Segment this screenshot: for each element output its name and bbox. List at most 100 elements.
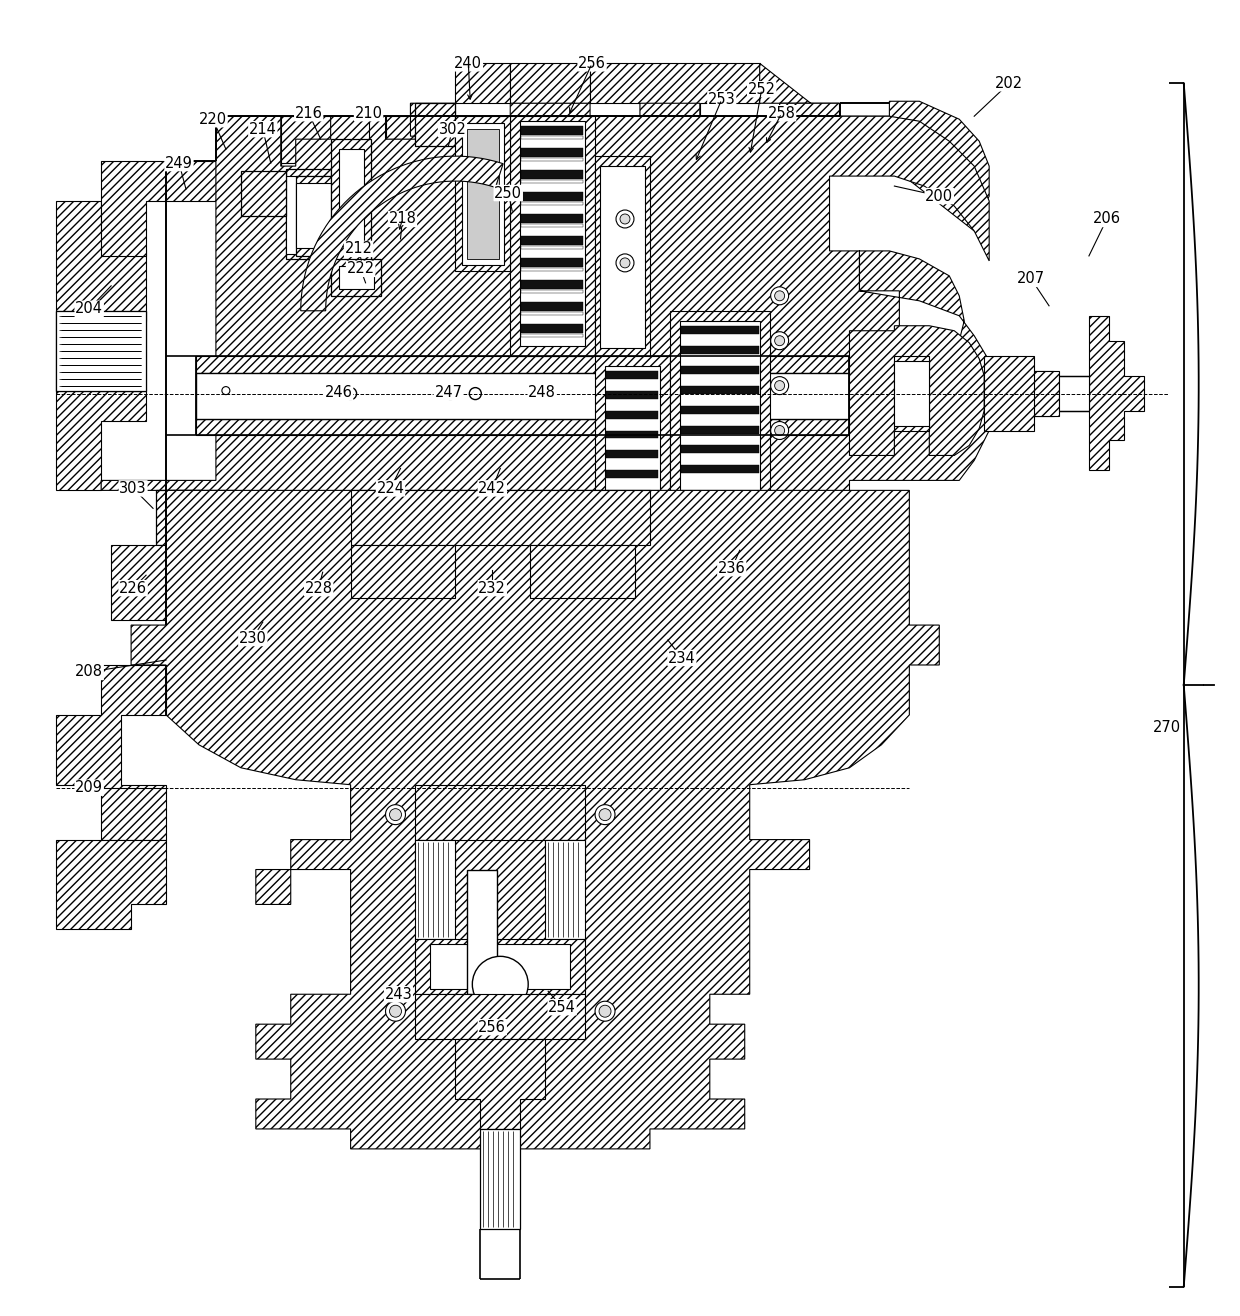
Bar: [521, 192, 583, 201]
Bar: [606, 391, 658, 399]
Text: 234: 234: [668, 650, 696, 666]
Polygon shape: [102, 159, 280, 255]
Bar: [521, 301, 583, 311]
Text: 204: 204: [76, 301, 103, 316]
Circle shape: [298, 561, 317, 580]
Bar: [521, 258, 583, 267]
Polygon shape: [546, 840, 585, 870]
Polygon shape: [415, 940, 585, 995]
Bar: [681, 346, 759, 354]
Text: 224: 224: [377, 480, 404, 496]
Polygon shape: [196, 355, 849, 372]
Circle shape: [472, 957, 528, 1012]
Circle shape: [389, 808, 402, 821]
Polygon shape: [670, 311, 770, 499]
Circle shape: [775, 291, 785, 301]
Polygon shape: [351, 491, 650, 545]
Polygon shape: [415, 784, 585, 840]
Polygon shape: [1034, 371, 1059, 416]
Circle shape: [775, 336, 785, 346]
Bar: [521, 224, 583, 226]
Bar: [467, 129, 500, 259]
Text: 236: 236: [718, 561, 745, 575]
Circle shape: [595, 1001, 615, 1021]
Circle shape: [775, 425, 785, 436]
Polygon shape: [415, 840, 455, 870]
Polygon shape: [684, 545, 790, 599]
Bar: [415, 840, 455, 940]
Polygon shape: [301, 157, 503, 311]
Text: 218: 218: [388, 212, 417, 226]
Circle shape: [179, 499, 215, 536]
Text: 230: 230: [239, 630, 267, 646]
Circle shape: [620, 215, 630, 224]
Polygon shape: [1089, 316, 1143, 470]
Bar: [521, 324, 583, 333]
Polygon shape: [455, 63, 510, 103]
Circle shape: [595, 804, 615, 825]
Circle shape: [290, 553, 326, 588]
Text: 252: 252: [748, 82, 776, 97]
Bar: [521, 149, 583, 157]
Bar: [339, 266, 373, 288]
Polygon shape: [455, 545, 531, 608]
Polygon shape: [455, 116, 510, 271]
Polygon shape: [331, 139, 371, 259]
Circle shape: [482, 567, 502, 587]
Circle shape: [475, 559, 510, 595]
Text: 249: 249: [165, 155, 193, 171]
Polygon shape: [216, 116, 280, 168]
Bar: [681, 466, 759, 474]
Text: 206: 206: [1092, 212, 1121, 226]
Text: 253: 253: [708, 92, 735, 107]
Bar: [521, 121, 585, 346]
Polygon shape: [635, 599, 785, 665]
Polygon shape: [280, 116, 386, 163]
Bar: [56, 311, 146, 391]
Text: 228: 228: [305, 580, 332, 596]
Bar: [605, 366, 660, 491]
Bar: [680, 321, 760, 491]
Bar: [681, 386, 759, 393]
Polygon shape: [894, 355, 929, 430]
Bar: [606, 470, 658, 479]
Polygon shape: [56, 201, 146, 491]
Polygon shape: [531, 545, 635, 599]
Circle shape: [771, 421, 789, 440]
Bar: [606, 371, 658, 379]
Text: 256: 256: [578, 55, 606, 71]
Polygon shape: [985, 355, 1054, 430]
Circle shape: [444, 388, 456, 400]
Bar: [521, 334, 583, 337]
Text: 207: 207: [1017, 271, 1045, 287]
Polygon shape: [196, 418, 849, 436]
Bar: [295, 183, 331, 247]
Bar: [681, 405, 759, 413]
Circle shape: [616, 254, 634, 272]
Text: 242: 242: [479, 480, 506, 496]
Bar: [681, 326, 759, 334]
Bar: [521, 203, 583, 205]
Polygon shape: [112, 545, 166, 620]
Polygon shape: [265, 545, 351, 595]
Polygon shape: [595, 355, 670, 499]
Bar: [1059, 375, 1089, 411]
Polygon shape: [295, 176, 331, 255]
Bar: [521, 290, 583, 293]
Polygon shape: [760, 63, 990, 232]
Text: 270: 270: [1153, 720, 1180, 736]
Polygon shape: [241, 171, 285, 216]
Bar: [521, 170, 583, 179]
Text: 210: 210: [355, 105, 383, 121]
Bar: [606, 430, 658, 438]
Polygon shape: [331, 259, 381, 296]
Text: 247: 247: [434, 386, 463, 400]
Text: 258: 258: [768, 105, 796, 121]
Bar: [606, 450, 658, 458]
Polygon shape: [595, 157, 650, 355]
Bar: [521, 268, 583, 271]
Text: 246: 246: [325, 386, 352, 400]
Bar: [463, 124, 505, 265]
Bar: [521, 215, 583, 222]
Text: 212: 212: [345, 241, 372, 257]
